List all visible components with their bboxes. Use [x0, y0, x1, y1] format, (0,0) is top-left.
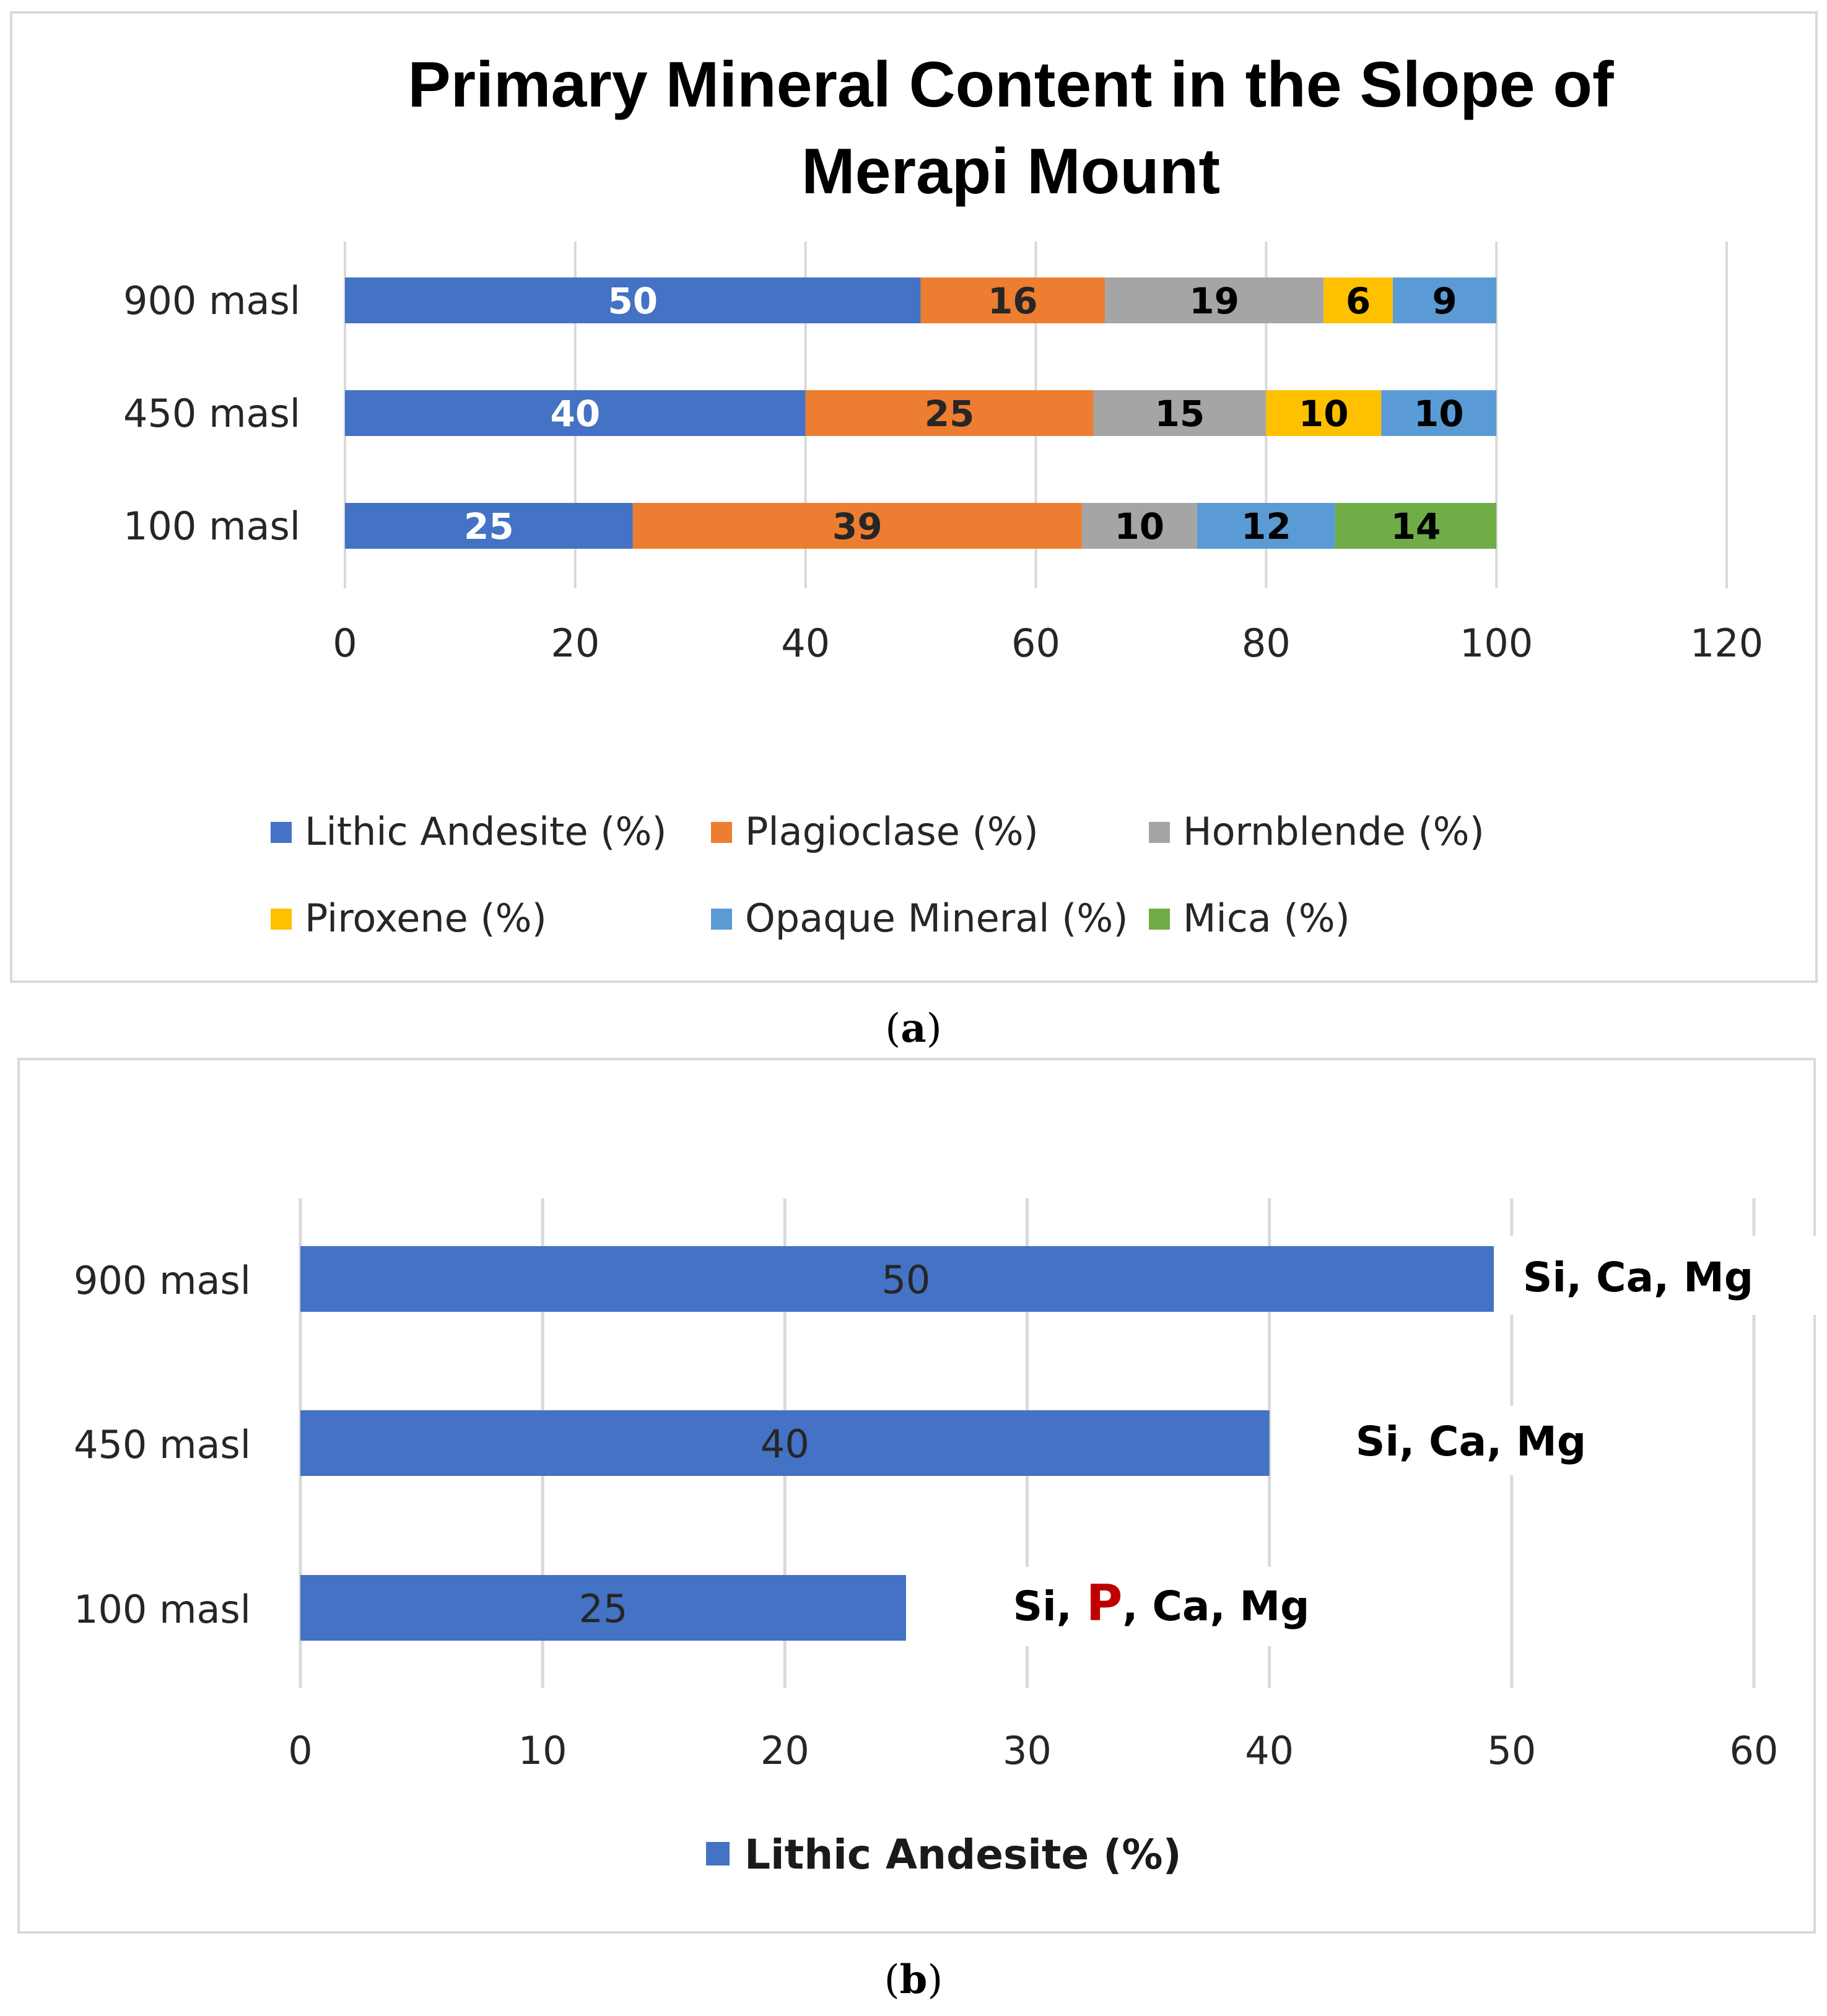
chart-a-x-tick: 0 — [333, 621, 357, 666]
chart-b-annotation-part: Si, — [1013, 1582, 1086, 1630]
chart-b-x-tick: 40 — [1245, 1728, 1294, 1773]
chart-a-data-label: 15 — [1155, 393, 1205, 435]
chart-a-legend-swatch — [271, 909, 292, 930]
chart-b-data-label: 40 — [761, 1421, 809, 1467]
chart-b-y-tick: 900 masl — [74, 1258, 251, 1303]
chart-a-data-label: 16 — [988, 280, 1038, 322]
chart-a-x-tick: 100 — [1460, 621, 1533, 666]
chart-a-legend-label: Hornblende (%) — [1183, 809, 1485, 854]
chart-b-x-tick: 0 — [288, 1728, 312, 1773]
chart-b-annotation-part: Si, Ca, Mg — [1356, 1418, 1586, 1465]
chart-b-annotation-highlight: P — [1086, 1574, 1123, 1632]
chart-a-legend-label: Lithic Andesite (%) — [305, 809, 667, 854]
chart-a-bar-segment — [1335, 503, 1497, 549]
caption-a: (a) — [885, 1005, 941, 1052]
chart-b-x-tick: 30 — [1003, 1728, 1052, 1773]
chart-b-x-tick: 10 — [518, 1728, 567, 1773]
chart-a-legend-swatch — [1149, 909, 1170, 930]
chart-a-bar-segment — [1266, 390, 1382, 436]
chart-a-bar-segment — [1081, 503, 1197, 549]
chart-a-data-label: 12 — [1241, 505, 1291, 548]
chart-a-legend-label: Piroxene (%) — [305, 896, 547, 941]
chart-a-bar-segment — [1197, 503, 1335, 549]
chart-b-y-tick: 100 masl — [74, 1587, 251, 1632]
chart-a-y-tick: 900 masl — [123, 278, 300, 323]
chart-a-data-label: 10 — [1114, 505, 1164, 548]
chart-b-annotation-box — [994, 1567, 1335, 1646]
chart-a-data-label: 25 — [464, 505, 514, 548]
chart-a-data-label: 6 — [1346, 280, 1371, 322]
chart-a-data-label: 9 — [1432, 280, 1457, 322]
chart-a-data-label: 14 — [1391, 505, 1441, 548]
chart-b-data-label: 25 — [579, 1586, 628, 1631]
chart-b-legend-label: Lithic Andesite (%) — [744, 1831, 1182, 1879]
caption-b: (b) — [884, 1957, 943, 2003]
chart-a-legend-label: Mica (%) — [1183, 896, 1350, 941]
chart-a-frame — [10, 11, 1818, 983]
chart-a-data-label: 50 — [608, 280, 658, 322]
chart-a-bar-segment — [345, 503, 633, 549]
chart-b-data-label: 50 — [881, 1257, 930, 1303]
chart-a-title-line-2: Merapi Mount — [801, 136, 1220, 207]
chart-a-bar-segment — [1105, 277, 1324, 323]
chart-a-legend-swatch — [271, 822, 292, 843]
chart-b-element-annotation: Si, P, Ca, Mg — [1013, 1574, 1310, 1632]
chart-b-x-tick: 50 — [1487, 1728, 1536, 1773]
chart-b-annotation-box — [1494, 1236, 1816, 1315]
chart-b-x-tick: 60 — [1730, 1728, 1779, 1773]
chart-b-bar — [300, 1575, 906, 1641]
chart-a-bar-segment — [632, 503, 1082, 549]
chart-b-bar — [300, 1410, 1270, 1476]
chart-b-plot: 0 10 20 30 40 50 60 900 masl 50 Si, Ca, Mg 450 mas… — [74, 1198, 1816, 1773]
chart-b-annotation-part: Si, Ca, Mg — [1523, 1254, 1753, 1301]
chart-a-x-tick: 20 — [551, 621, 600, 666]
chart-b-element-annotation: Si, Ca, Mg — [1523, 1254, 1753, 1301]
chart-b-legend: Lithic Andesite (%) — [706, 1831, 1182, 1879]
chart-b-y-tick: 450 masl — [74, 1422, 251, 1467]
chart-a-data-label: 10 — [1414, 393, 1464, 435]
caption-b-letter: b — [900, 1957, 928, 2003]
chart-a-legend-label: Plagioclase (%) — [745, 809, 1039, 854]
chart-a-data-label: 19 — [1189, 280, 1239, 322]
chart-a-data-label: 10 — [1299, 393, 1349, 435]
chart-a-data-label: 25 — [925, 393, 975, 435]
chart-a-y-tick: 100 masl — [123, 504, 300, 549]
chart-a-legend-swatch — [711, 822, 732, 843]
chart-a-legend-swatch — [1149, 822, 1170, 843]
chart-a-legend-label: Opaque Mineral (%) — [745, 896, 1128, 941]
chart-a-legend: Lithic Andesite (%) Plagioclase (%) Hornbl… — [271, 809, 1485, 941]
caption-a-letter: a — [900, 1005, 926, 1052]
chart-a-x-tick: 120 — [1690, 621, 1763, 666]
chart-b-element-annotation: Si, Ca, Mg — [1356, 1418, 1586, 1465]
chart-a-bar-segment — [920, 277, 1105, 323]
chart-b-legend-swatch — [706, 1842, 730, 1865]
chart-a-bar-segment — [1323, 277, 1393, 323]
chart-a-x-tick: 60 — [1011, 621, 1060, 666]
chart-a-bar-segment — [1093, 390, 1267, 436]
chart-a-data-label: 40 — [550, 393, 600, 435]
chart-a-title-line-1: Primary Mineral Content in the Slope of — [408, 49, 1614, 121]
chart-a-y-tick: 450 masl — [123, 391, 300, 436]
chart-a-bar-segment — [1381, 390, 1497, 436]
chart-b-bar — [300, 1246, 1512, 1312]
chart-a-bar-segment — [1392, 277, 1497, 323]
chart-b-annotation-part: , Ca, Mg — [1122, 1582, 1309, 1630]
chart-a-bar-segment — [345, 390, 806, 436]
chart-b-x-tick: 20 — [761, 1728, 809, 1773]
chart-b-annotation-box — [1332, 1406, 1616, 1475]
chart-a-legend-swatch — [711, 909, 732, 930]
chart-a-x-tick: 40 — [781, 621, 830, 666]
chart-b-frame — [17, 1058, 1816, 1934]
chart-a-plot: 0 20 40 60 80 100 120 900 masl 50 16 19 6 9 450 masl 4… — [123, 242, 1763, 666]
chart-a-x-tick: 80 — [1242, 621, 1291, 666]
chart-a-bar-segment — [345, 277, 921, 323]
chart-a-bar-segment — [805, 390, 1094, 436]
chart-a-data-label: 39 — [832, 505, 883, 548]
